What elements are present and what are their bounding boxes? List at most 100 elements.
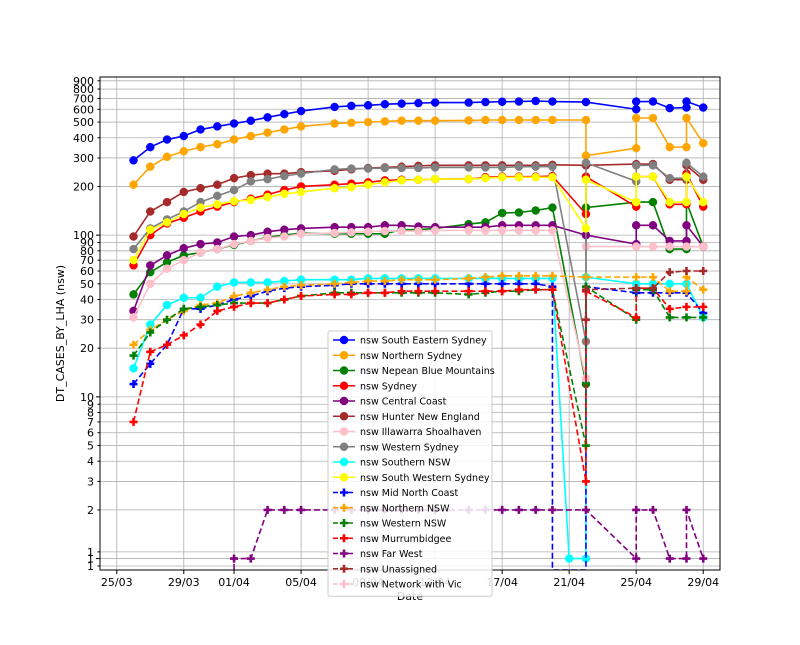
data-point xyxy=(431,275,440,284)
legend-entry: nsw Western Sydney xyxy=(333,442,459,453)
legend-entry: nsw South Western Sydney xyxy=(333,473,490,484)
data-point xyxy=(481,173,490,183)
series-2 xyxy=(129,113,708,189)
data-point xyxy=(263,128,272,137)
data-point xyxy=(162,135,172,144)
x-tick-label: 29/04 xyxy=(687,576,719,589)
data-point xyxy=(129,244,138,254)
y-tick-label: 1 xyxy=(87,560,94,573)
data-point xyxy=(682,302,691,311)
data-point xyxy=(263,233,272,243)
data-point xyxy=(665,173,674,183)
data-point xyxy=(196,142,205,152)
data-point xyxy=(179,147,189,156)
data-point xyxy=(665,279,674,289)
data-point xyxy=(531,172,540,182)
data-point xyxy=(564,554,574,563)
data-point xyxy=(464,226,473,235)
data-point xyxy=(548,115,557,125)
data-point xyxy=(246,288,255,297)
data-point xyxy=(347,101,356,111)
legend-marker xyxy=(340,564,348,573)
legend-marker xyxy=(340,519,348,527)
data-point xyxy=(162,264,172,273)
x-tick-label: 17/04 xyxy=(486,576,518,589)
legend-label: nsw Hunter New England xyxy=(360,412,480,423)
data-point xyxy=(163,315,172,324)
data-point xyxy=(179,187,189,197)
data-point xyxy=(179,209,189,219)
data-point xyxy=(514,271,523,280)
data-point xyxy=(196,293,205,303)
data-point xyxy=(213,139,222,149)
data-point xyxy=(297,292,306,301)
data-point xyxy=(380,178,390,187)
data-point xyxy=(146,142,155,152)
data-point xyxy=(497,208,507,218)
data-point xyxy=(246,131,256,141)
data-point xyxy=(179,255,189,265)
x-tick-label: 21/04 xyxy=(553,576,585,589)
data-point xyxy=(531,285,540,294)
data-point xyxy=(682,267,691,276)
data-point xyxy=(481,273,490,282)
data-point xyxy=(129,417,138,426)
data-point xyxy=(699,285,708,294)
legend: nsw South Eastern Sydney nsw Northern Syd… xyxy=(327,330,495,597)
data-point xyxy=(632,273,641,282)
y-tick-label: 100 xyxy=(73,229,94,242)
legend-marker xyxy=(339,381,349,390)
data-point xyxy=(364,277,373,286)
data-point xyxy=(280,189,289,199)
data-point xyxy=(497,115,507,125)
data-point xyxy=(330,183,339,193)
data-point xyxy=(129,351,138,360)
legend-entry: nsw Central Coast xyxy=(333,397,447,408)
legend-label: nsw Mid North Coast xyxy=(360,488,458,499)
data-point xyxy=(665,304,674,313)
data-point xyxy=(246,554,255,563)
data-point xyxy=(682,97,691,106)
legend-label: nsw South Western Sydney xyxy=(360,473,490,484)
y-tick-label: 800 xyxy=(73,83,94,96)
data-point xyxy=(481,97,490,107)
data-point xyxy=(397,287,406,296)
data-point xyxy=(581,175,591,184)
data-point xyxy=(347,278,356,287)
data-point xyxy=(481,279,490,288)
data-point xyxy=(581,115,591,125)
data-point xyxy=(162,218,172,227)
data-point xyxy=(280,295,289,304)
data-point xyxy=(129,255,138,265)
data-point xyxy=(146,225,155,234)
data-point xyxy=(581,151,591,160)
data-point xyxy=(414,287,423,296)
y-tick-label: 6 xyxy=(87,427,94,440)
data-point xyxy=(330,228,339,238)
data-point xyxy=(581,285,590,294)
legend-marker xyxy=(339,366,349,375)
data-point xyxy=(498,279,507,288)
y-tick-label: 50 xyxy=(80,278,94,291)
data-point xyxy=(682,197,691,207)
y-tick-label: 500 xyxy=(73,116,94,129)
y-tick-label: 900 xyxy=(73,75,94,88)
data-point xyxy=(146,347,155,356)
data-point xyxy=(581,315,590,324)
data-point xyxy=(464,116,473,125)
data-point xyxy=(581,273,590,282)
data-point xyxy=(330,290,339,299)
data-point xyxy=(280,282,289,291)
legend-label: nsw Western NSW xyxy=(360,519,447,530)
data-point xyxy=(397,176,406,185)
legend-marker xyxy=(340,503,348,512)
data-point xyxy=(196,302,205,311)
data-point xyxy=(430,226,440,235)
legend-marker xyxy=(340,580,348,588)
data-point xyxy=(531,271,540,280)
legend-label: nsw Unassigned xyxy=(360,564,437,575)
data-point xyxy=(414,163,423,173)
y-tick-label: 40 xyxy=(80,293,94,306)
data-point xyxy=(464,274,473,283)
